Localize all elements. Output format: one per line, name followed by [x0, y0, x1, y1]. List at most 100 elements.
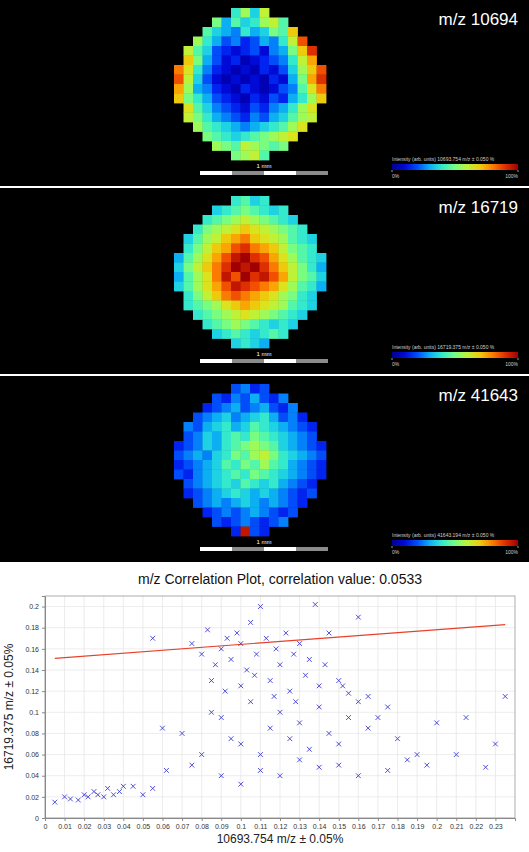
x-grid-line: [162, 596, 163, 818]
heatmap-cell: [212, 113, 222, 123]
heatmap-cell: [241, 151, 251, 161]
scatter-point: [238, 782, 243, 787]
y-axis: 00.020.040.060.080.10.120.140.160.180.2: [25, 597, 45, 822]
heatmap-cell: [288, 489, 298, 499]
heatmap-cell: [241, 479, 251, 489]
x-tick-mark: [260, 818, 261, 821]
heatmap-cell: [193, 441, 203, 451]
heatmap-cell: [241, 403, 251, 413]
scatter-point: [219, 715, 224, 720]
heatmap-cell: [317, 84, 327, 94]
heatmap-cell: [298, 122, 308, 132]
y-tick-label: 0.16: [25, 646, 39, 653]
x-tick-label: 0.08: [195, 823, 209, 830]
heatmap-cell: [269, 18, 279, 28]
heatmap-cell: [212, 282, 222, 292]
heatmap-cell: [307, 103, 317, 113]
heatmap-cell: [279, 103, 289, 113]
heatmap-cell: [212, 244, 222, 254]
x-grid-line: [221, 596, 222, 818]
x-tick-mark: [437, 818, 438, 821]
heatmap-cell: [193, 84, 203, 94]
heatmap-cell: [212, 132, 222, 142]
x-grid-line: [123, 596, 124, 818]
scatter-point: [52, 800, 57, 805]
x-tick: 0.18: [391, 818, 405, 830]
heatmap-cell: [222, 432, 232, 442]
colorbar-tick: [518, 546, 519, 548]
heatmap-cell: [231, 272, 241, 282]
y-tick: 0.1: [29, 709, 45, 716]
heatmap-cells: [174, 196, 326, 348]
scatter-point: [434, 720, 439, 725]
y-tick: 0.16: [25, 646, 45, 653]
scatter-point: [121, 784, 126, 789]
x-tick: 0.04: [117, 818, 131, 830]
heatmap-cell: [279, 84, 289, 94]
heatmap-cell: [184, 282, 194, 292]
heatmap-cell: [279, 470, 289, 480]
heatmap-cell: [193, 225, 203, 235]
x-grid-line: [397, 596, 398, 818]
x-tick-label: 0.11: [254, 823, 267, 830]
heatmap-cell: [250, 470, 260, 480]
heatmap-cell: [279, 215, 289, 225]
heatmap-cell: [279, 451, 289, 461]
heatmap-cell: [212, 479, 222, 489]
x-grid-line: [142, 596, 143, 818]
scatter-chart: m/z Correlation Plot, correlation value:…: [2, 571, 516, 846]
heatmap-cell: [260, 403, 270, 413]
heatmap-cell: [279, 46, 289, 56]
heatmap-cell: [222, 329, 232, 339]
x-tick: 0.01: [58, 818, 72, 830]
scale-bar-segment: [264, 171, 296, 175]
scatter-point: [297, 757, 302, 762]
heatmap-cell: [317, 460, 327, 470]
scatter-point: [238, 683, 243, 688]
heatmap-cell: [212, 508, 222, 518]
heatmap-cell: [203, 498, 213, 508]
heatmap-cell: [250, 451, 260, 461]
heatmap-cell: [269, 320, 279, 330]
scatter-point: [219, 773, 224, 778]
heatmap-cell: [212, 27, 222, 37]
heatmap-cell: [260, 441, 270, 451]
scatter-point: [225, 636, 230, 641]
heatmap-cell: [212, 413, 222, 423]
x-tick: 0.21: [450, 818, 464, 830]
x-tick-label: 0.17: [372, 823, 386, 830]
heatmap-cell: [212, 291, 222, 301]
heatmap-cell: [241, 291, 251, 301]
scatter-point: [258, 768, 263, 773]
heatmap-cell: [222, 113, 232, 123]
heatmap-cell: [288, 498, 298, 508]
y-tick-label: 0.2: [29, 603, 39, 610]
heatmap-cell: [317, 75, 327, 85]
heatmap-cell: [288, 479, 298, 489]
heatmap-cell: [174, 84, 184, 94]
heatmap-cell: [279, 320, 289, 330]
y-tick-mark: [42, 712, 45, 713]
heatmap-cell: [288, 460, 298, 470]
scatter-point: [297, 641, 302, 646]
heatmap-cell: [193, 479, 203, 489]
heatmap-cell: [250, 103, 260, 113]
scatter-point: [356, 615, 361, 620]
heatmap-cell: [250, 234, 260, 244]
heatmap-cell: [241, 234, 251, 244]
heatmap-cell: [269, 122, 279, 132]
heatmap-cell: [298, 263, 308, 273]
heatmap-cell: [231, 122, 241, 132]
heatmap-cell: [307, 291, 317, 301]
heatmap-cell: [184, 422, 194, 432]
x-tick-mark: [339, 818, 340, 821]
heatmap-cell: [203, 65, 213, 75]
scatter-point: [258, 604, 263, 609]
heatmap-cell: [174, 263, 184, 273]
heatmap-cell: [212, 65, 222, 75]
heatmap-cell: [260, 253, 270, 263]
x-tick-mark: [84, 818, 85, 821]
heatmap-cell: [288, 413, 298, 423]
heatmap-cell: [317, 94, 327, 104]
heatmap-cell: [231, 141, 241, 151]
